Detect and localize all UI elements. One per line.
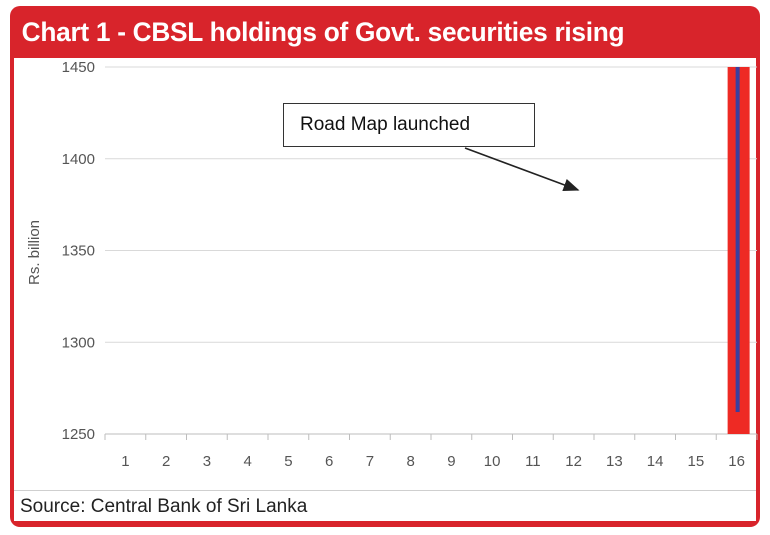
y-tick-label: 1400 bbox=[62, 151, 95, 168]
x-tick-label: 12 bbox=[565, 453, 582, 470]
x-tick-label: 10 bbox=[484, 453, 501, 470]
y-tick-label: 1350 bbox=[62, 243, 95, 260]
x-tick-label: 9 bbox=[447, 453, 455, 470]
annotation-box: Road Map launched bbox=[283, 103, 535, 147]
x-tick-label: 3 bbox=[203, 453, 211, 470]
x-tick-label: 11 bbox=[525, 453, 541, 470]
x-tick-label: 6 bbox=[325, 453, 333, 470]
x-tick-label: 4 bbox=[243, 453, 251, 470]
y-tick-label: 1300 bbox=[62, 334, 95, 351]
y-tick-label: 1250 bbox=[62, 426, 95, 443]
x-tick-label: 8 bbox=[406, 453, 414, 470]
chart-title: Chart 1 - CBSL holdings of Govt. securit… bbox=[21, 17, 625, 47]
annotation-arrow bbox=[464, 147, 580, 191]
x-tick-label: 16 bbox=[728, 453, 745, 470]
y-axis-label: Rs. billion bbox=[26, 220, 43, 285]
source-note: Source: Central Bank of Sri Lanka bbox=[14, 490, 756, 521]
x-tick-label: 1 bbox=[121, 453, 129, 470]
x-tick-label: 15 bbox=[688, 453, 705, 470]
x-tick-label: 5 bbox=[284, 453, 292, 470]
y-tick-label: 1450 bbox=[62, 59, 95, 76]
x-tick-label: 2 bbox=[162, 453, 170, 470]
x-tick-label: 13 bbox=[606, 453, 623, 470]
x-tick-label: 14 bbox=[647, 453, 664, 470]
x-tick-label: 7 bbox=[366, 453, 374, 470]
